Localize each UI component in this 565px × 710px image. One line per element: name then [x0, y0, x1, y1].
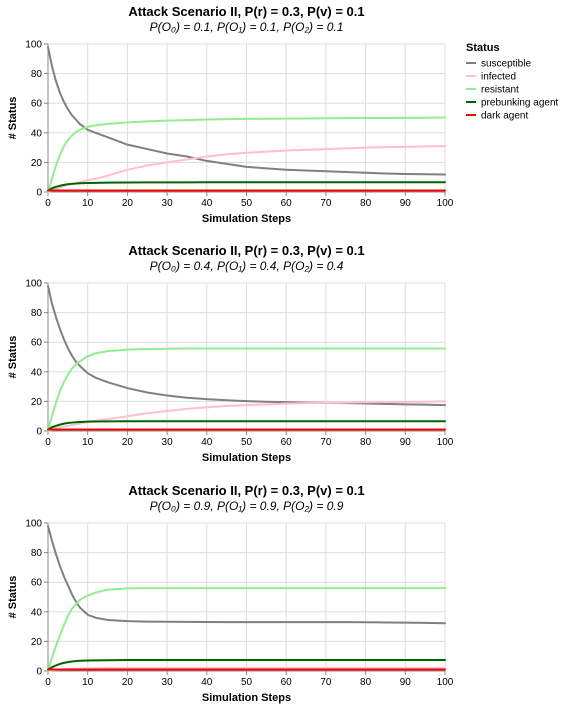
x-axis-title: Simulation Steps [202, 692, 291, 704]
chart-panel-1: Attack Scenario II, P(r) = 0.3, P(v) = 0… [7, 4, 454, 225]
chart-subtitle: P(O₀) = 0.4, P(O₁) = 0.4, P(O₂) = 0.4 [150, 259, 344, 273]
x-tick-label: 50 [241, 198, 253, 209]
x-tick-label: 10 [82, 677, 94, 688]
x-tick-label: 40 [201, 198, 213, 209]
x-tick-label: 100 [437, 677, 454, 688]
y-axis-title: # Status [7, 97, 19, 140]
x-tick-label: 60 [281, 677, 293, 688]
chart-title: Attack Scenario II, P(r) = 0.3, P(v) = 0… [128, 4, 364, 19]
x-tick-label: 60 [281, 198, 293, 209]
legend: Status susceptible infected resistant prebu… [466, 42, 559, 122]
series-line-prebunking [47, 181, 446, 192]
x-tick-label: 100 [437, 437, 454, 448]
y-tick-label: 60 [31, 578, 43, 589]
y-tick-label: 0 [36, 667, 42, 678]
x-tick-label: 100 [437, 198, 454, 209]
y-tick-label: 60 [31, 338, 43, 349]
x-tick-label: 80 [360, 677, 372, 688]
x-tick-label: 70 [320, 198, 332, 209]
x-tick-label: 20 [122, 198, 134, 209]
series-line-susceptible [47, 45, 446, 176]
y-tick-label: 80 [31, 69, 43, 80]
y-tick-label: 20 [31, 158, 43, 169]
series-line-susceptible [47, 524, 446, 625]
x-tick-label: 30 [162, 677, 174, 688]
series-line-resistant [47, 116, 446, 193]
x-tick-label: 0 [45, 198, 51, 209]
x-tick-label: 50 [241, 437, 253, 448]
y-axis-title: # Status [7, 576, 19, 619]
series-line-infected [47, 400, 446, 432]
x-tick-label: 20 [122, 437, 134, 448]
x-tick-label: 80 [360, 437, 372, 448]
x-tick-label: 70 [320, 437, 332, 448]
y-tick-label: 100 [25, 279, 42, 290]
chart-subtitle: P(O₀) = 0.9, P(O₁) = 0.9, P(O₂) = 0.9 [150, 499, 344, 513]
chart-subtitle: P(O₀) = 0.1, P(O₁) = 0.1, P(O₂) = 0.1 [150, 20, 344, 34]
y-tick-label: 40 [31, 128, 43, 139]
y-tick-label: 20 [31, 397, 43, 408]
x-tick-label: 0 [45, 677, 51, 688]
x-axis-title: Simulation Steps [202, 452, 291, 464]
y-tick-label: 100 [25, 519, 42, 530]
y-tick-label: 0 [36, 427, 42, 438]
y-tick-label: 80 [31, 548, 43, 559]
legend-label-susceptible: susceptible [481, 59, 531, 70]
x-tick-label: 50 [241, 677, 253, 688]
x-tick-label: 90 [400, 198, 412, 209]
legend-label-infected: infected [481, 72, 516, 83]
legend-label-dark: dark agent [481, 111, 528, 122]
x-tick-label: 10 [82, 198, 94, 209]
y-tick-label: 20 [31, 637, 43, 648]
x-tick-label: 90 [400, 677, 412, 688]
y-tick-label: 40 [31, 607, 43, 618]
chart-panels: Attack Scenario II, P(r) = 0.3, P(v) = 0… [7, 4, 454, 704]
chart-title: Attack Scenario II, P(r) = 0.3, P(v) = 0… [128, 243, 364, 258]
x-axis-title: Simulation Steps [202, 213, 291, 225]
x-tick-label: 10 [82, 437, 94, 448]
legend-items: susceptible infected resistant prebunking a… [466, 59, 559, 122]
x-tick-label: 40 [201, 437, 213, 448]
x-tick-label: 30 [162, 437, 174, 448]
y-tick-label: 40 [31, 367, 43, 378]
x-tick-label: 80 [360, 198, 372, 209]
y-tick-label: 60 [31, 99, 43, 110]
x-tick-label: 20 [122, 677, 134, 688]
chart-panel-2: Attack Scenario II, P(r) = 0.3, P(v) = 0… [7, 243, 454, 464]
chart-title: Attack Scenario II, P(r) = 0.3, P(v) = 0… [128, 483, 364, 498]
legend-label-prebunking: prebunking agent [481, 98, 559, 109]
x-tick-label: 90 [400, 437, 412, 448]
y-tick-label: 80 [31, 308, 43, 319]
x-tick-label: 60 [281, 437, 293, 448]
x-tick-label: 40 [201, 677, 213, 688]
chart-panel-3: Attack Scenario II, P(r) = 0.3, P(v) = 0… [7, 483, 454, 704]
y-tick-label: 0 [36, 188, 42, 199]
series-line-resistant [47, 587, 446, 672]
y-tick-label: 100 [25, 40, 42, 51]
y-axis-title: # Status [7, 336, 19, 379]
x-tick-label: 30 [162, 198, 174, 209]
series-line-prebunking [47, 420, 446, 431]
series-line-prebunking [47, 659, 446, 671]
x-tick-label: 0 [45, 437, 51, 448]
x-tick-label: 70 [320, 677, 332, 688]
series-line-resistant [47, 347, 446, 432]
legend-label-resistant: resistant [481, 85, 519, 96]
legend-title: Status [466, 42, 500, 54]
